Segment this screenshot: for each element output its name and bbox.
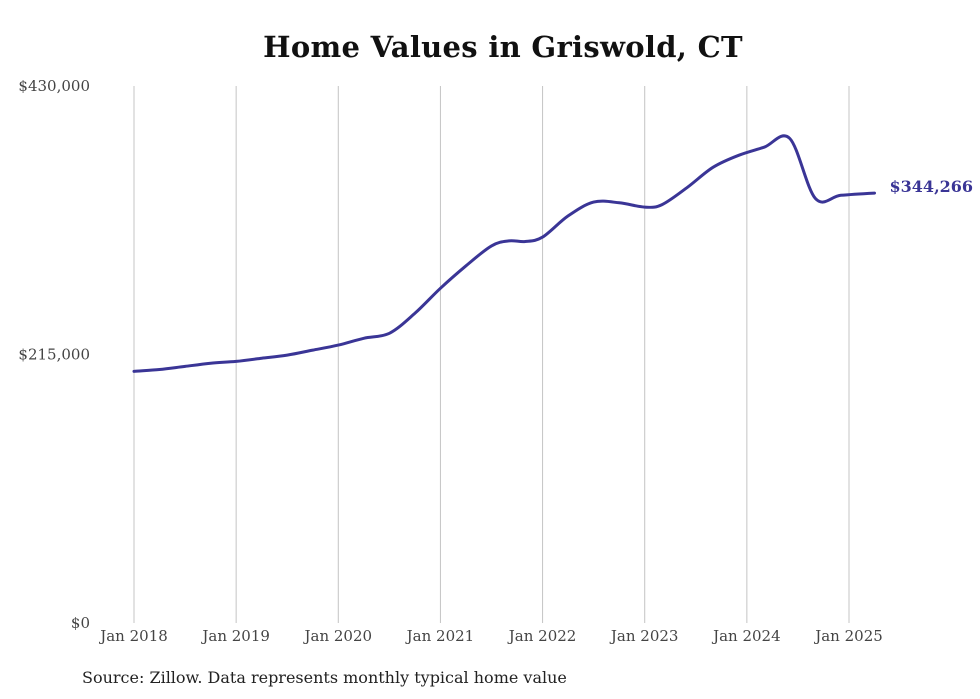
chart-title: Home Values in Griswold, CT <box>263 30 743 64</box>
y-axis: $0 $215,000 $430,000 <box>18 77 90 632</box>
series-layer: $344,266 <box>132 134 974 373</box>
x-tick-label: Jan 2021 <box>405 627 475 645</box>
x-tick-label: Jan 2020 <box>303 627 373 645</box>
x-tick-label: Jan 2019 <box>200 627 270 645</box>
x-tick-label: Jan 2023 <box>609 627 679 645</box>
end-value-label: $344,266 <box>890 177 974 196</box>
x-tick-label: Jan 2022 <box>507 627 577 645</box>
y-tick-label: $0 <box>71 614 90 632</box>
grid-layer <box>133 86 850 623</box>
line-chart: $0$215,000$430,000 Jan 2018 Jan 2019 Jan 2… <box>18 77 974 645</box>
x-tick-label: Jan 2024 <box>711 627 781 645</box>
x-axis: Jan 2018 Jan 2019 Jan 2020 Jan 2021 Jan 2022… <box>98 627 883 645</box>
series-line <box>132 134 876 373</box>
y-tick-label: $430,000 <box>18 77 90 95</box>
x-tick-label: Jan 2025 <box>813 627 883 645</box>
source-note: Source: Zillow. Data represents monthly … <box>82 668 567 687</box>
y-tick-label: $215,000 <box>18 346 90 364</box>
x-tick-label: Jan 2018 <box>98 627 168 645</box>
